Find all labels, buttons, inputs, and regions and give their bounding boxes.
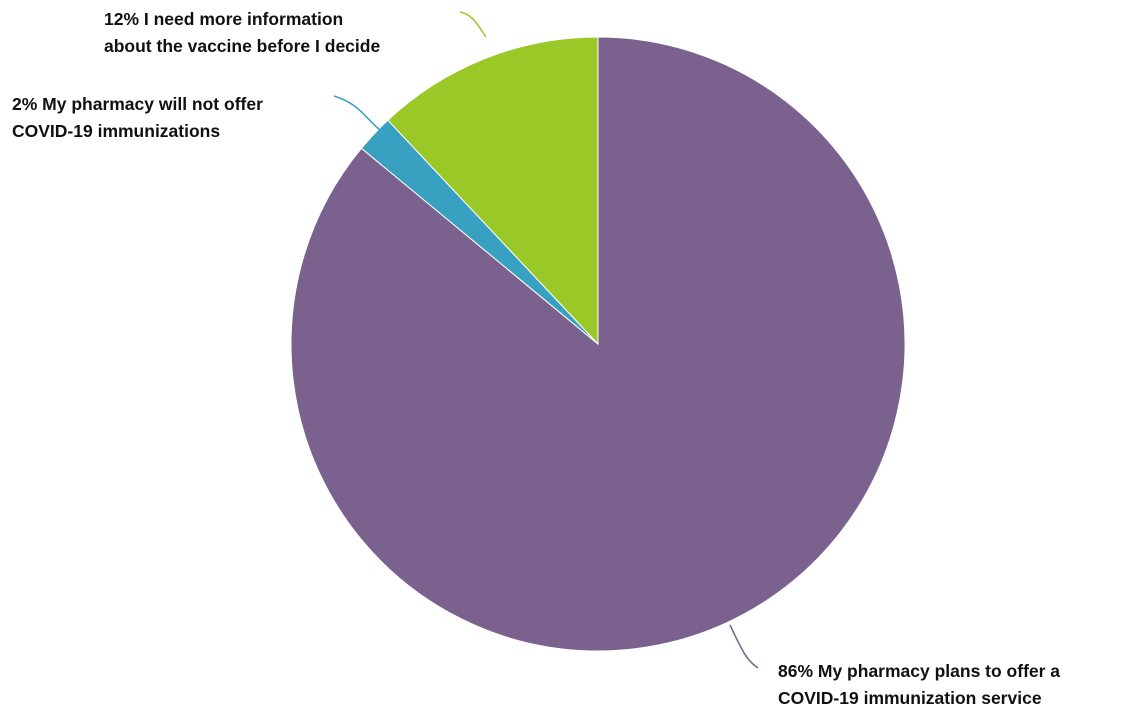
slice-label-86-line2: COVID-19 immunization service [778,688,1042,708]
pie-slices [290,36,906,652]
pie-slice-12 [387,36,599,346]
leader-line-86 [729,624,759,669]
leader-lines [333,11,759,669]
leader-line-2 [333,95,381,131]
leader-line-12 [459,11,487,38]
slice-label-86-line1: 86% My pharmacy plans to offer a [778,661,1060,681]
slice-label-12-line1: 12% I need more information [104,9,343,29]
slice-label-2-line1: 2% My pharmacy will not offer [12,94,263,114]
slice-label-12-line2: about the vaccine before I decide [104,36,380,56]
slice-label-2-line2: COVID-19 immunizations [12,121,220,141]
